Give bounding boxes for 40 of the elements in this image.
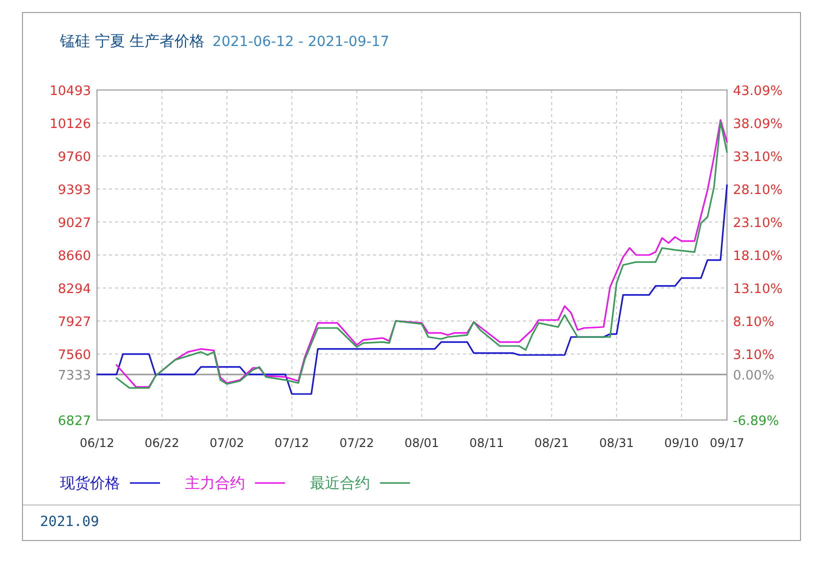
y2-tick-label: 13.10% xyxy=(733,282,783,298)
y-tick-label: 9760 xyxy=(58,150,91,165)
y2-tick-label: 18.10% xyxy=(733,249,783,264)
y2-tick-label: 28.10% xyxy=(733,182,783,198)
x-tick-label: 09/10 xyxy=(664,436,699,450)
x-tick-label: 09/17 xyxy=(710,436,744,450)
y-tick-label: 7560 xyxy=(58,348,91,364)
x-tick-label: 06/12 xyxy=(80,436,114,450)
y-tick-label: 8294 xyxy=(58,282,91,297)
x-tick-label: 07/02 xyxy=(210,436,244,450)
line-series xyxy=(96,184,728,395)
text: 2021.09 xyxy=(40,514,100,530)
y-tick-label: 7927 xyxy=(58,314,91,330)
y2-tick-label: 38.09% xyxy=(733,117,783,132)
y2-tick-label: -6.89% xyxy=(733,414,779,429)
y-tick-label: 9027 xyxy=(58,216,91,231)
chart-subtitle: 2021-06-12 - 2021-09-17 xyxy=(212,34,390,50)
y2-tick-label: 3.10% xyxy=(733,348,774,364)
y-tick-label: 9393 xyxy=(58,183,91,198)
y2-tick-label: 8.10% xyxy=(733,315,774,330)
x-tick-label: 07/22 xyxy=(339,436,374,450)
y2-tick-label: 43.09% xyxy=(733,84,783,99)
y2-tick-label: 0.00% xyxy=(733,368,774,384)
legend-label: 主力合约 xyxy=(185,474,245,492)
x-tick-label: 06/22 xyxy=(144,436,180,450)
y-tick-label: 10126 xyxy=(50,117,91,132)
x-tick-label: 08/21 xyxy=(534,436,569,450)
x-tick-label: 08/31 xyxy=(599,436,634,450)
y-tick-label: 10493 xyxy=(50,84,91,99)
x-tick-label: 08/01 xyxy=(404,436,440,450)
legend-label: 现货价格 xyxy=(60,474,120,492)
x-tick-label: 07/12 xyxy=(274,436,310,450)
y-tick-label: 8660 xyxy=(58,249,91,264)
y2-tick-label: 33.10% xyxy=(733,150,783,165)
y-tick-label: 7333 xyxy=(58,368,91,384)
y2-tick-label: 23.10% xyxy=(733,216,783,231)
legend-label: 最近合约 xyxy=(310,474,370,492)
x-tick-label: 08/11 xyxy=(469,436,504,450)
y-tick-label: 6827 xyxy=(58,414,91,429)
chart-title: 锰硅 宁夏 生产者价格 xyxy=(59,32,205,50)
